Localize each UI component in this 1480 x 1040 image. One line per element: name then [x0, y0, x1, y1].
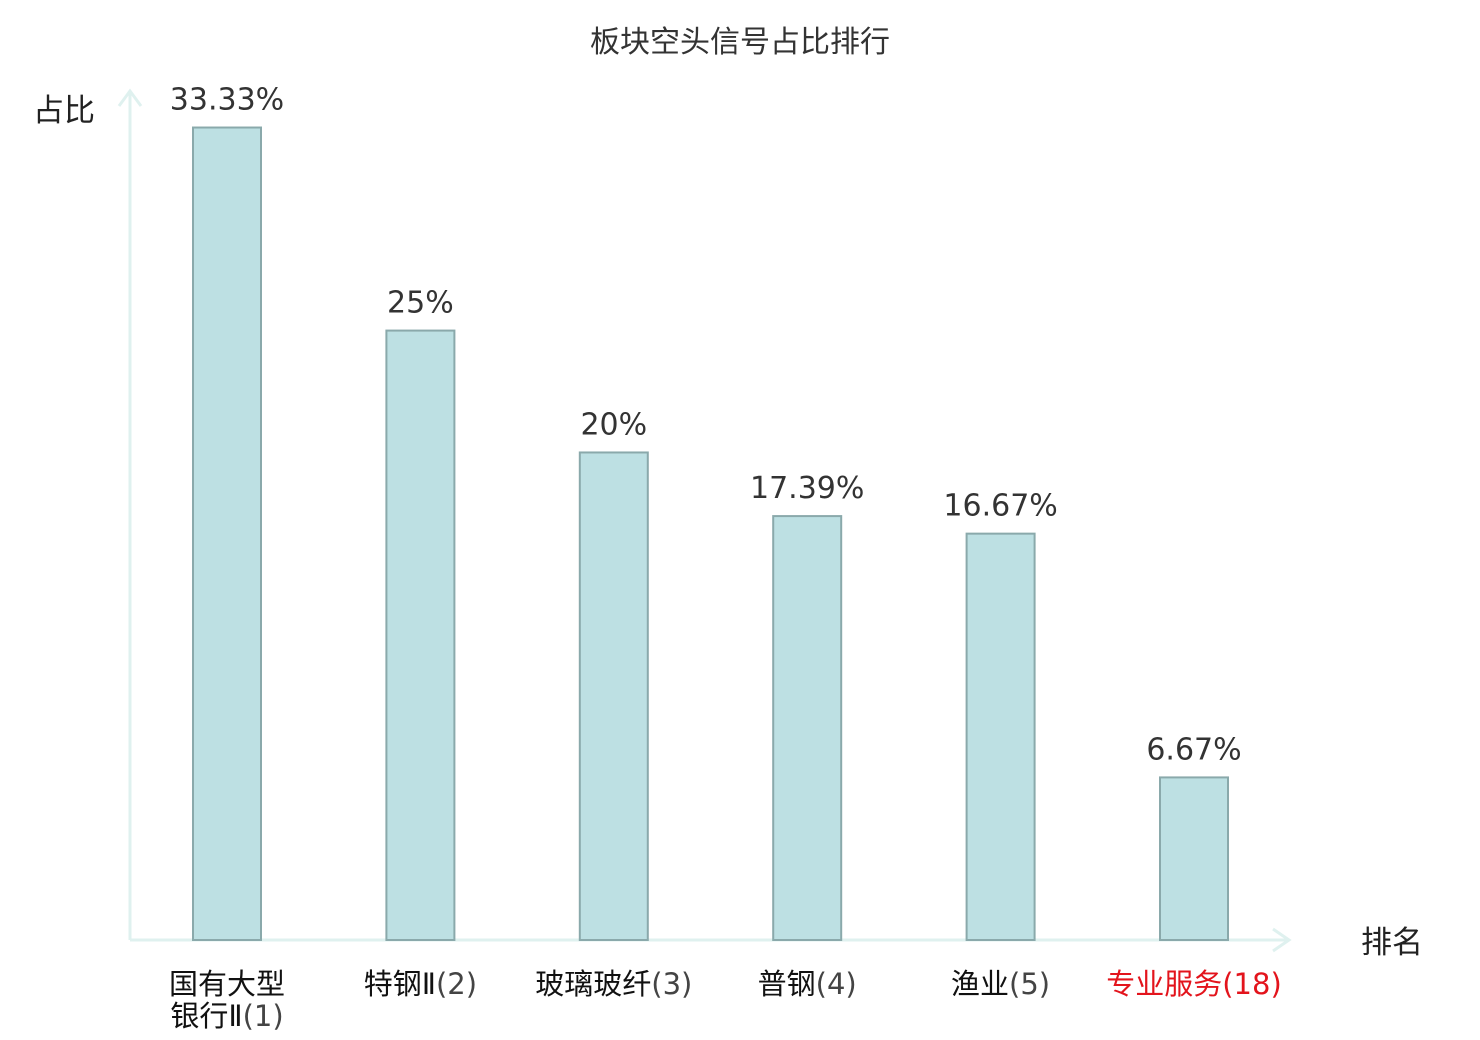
bar-value-label: 20%	[580, 407, 647, 442]
x-tick-label: 普钢(4)	[758, 967, 857, 1001]
value-labels-group: 33.33% 25% 20% 17.39% 16.67% 6.67%	[170, 83, 1242, 768]
bar-value-label: 17.39%	[750, 471, 864, 506]
bar	[772, 515, 843, 941]
bar-value-label: 16.67%	[943, 489, 1057, 524]
x-tick-label: 渔业(5)	[951, 967, 1050, 1001]
bar	[1159, 776, 1229, 942]
bar	[965, 532, 1036, 941]
x-axis-arrow	[1272, 927, 1292, 953]
bars-group	[192, 126, 1229, 942]
bar-value-label: 33.33%	[170, 83, 284, 118]
bar-value-label: 6.67%	[1146, 732, 1241, 767]
x-tick-label: 玻璃玻纤(3)	[535, 967, 692, 1001]
x-tick-label: 国有大型银行Ⅱ(1)	[169, 967, 285, 1033]
y-axis-arrow	[117, 88, 143, 107]
x-axis-label: 排名	[1361, 925, 1423, 961]
x-tick-labels-group: 国有大型银行Ⅱ(1) 特钢Ⅱ(2) 玻璃玻纤(3) 普钢(4) 渔业(5) 专业服务(18…	[169, 967, 1282, 1033]
chart-title: 板块空头信号占比排行	[590, 25, 890, 60]
x-tick-label: 专业服务(18)	[1106, 967, 1282, 1001]
bar	[578, 451, 649, 941]
x-axis	[130, 927, 1292, 953]
bar	[385, 329, 456, 941]
y-axis-label: 占比	[33, 93, 95, 129]
bar-value-label: 25%	[387, 286, 454, 321]
y-axis	[117, 88, 143, 940]
x-tick-label: 特钢Ⅱ(2)	[364, 967, 477, 1001]
bar	[192, 126, 262, 941]
